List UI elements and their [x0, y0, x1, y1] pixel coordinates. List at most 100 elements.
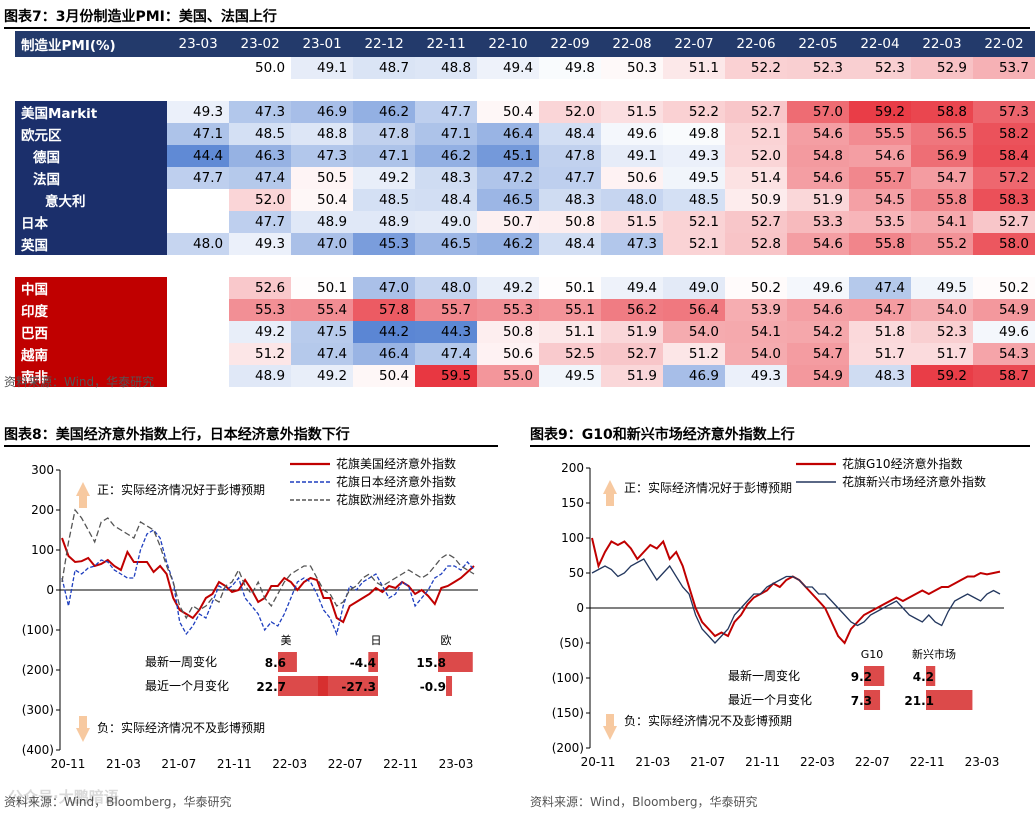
pmi-cell: 52.2 — [663, 101, 725, 123]
legend-label: 花旗日本经济意外指数 — [336, 474, 456, 489]
pmi-cell: 52.3 — [910, 321, 973, 343]
pmi-cell: 48.9 — [229, 365, 292, 387]
pmi-cell: 50.2 — [972, 277, 1035, 299]
pmi-cell: 53.9 — [724, 299, 787, 321]
pmi-cell: 49.3 — [229, 233, 292, 255]
row-label: 越南 — [15, 343, 168, 365]
pmi-cell: 51.4 — [724, 167, 787, 189]
pmi-cell: 57.0 — [786, 101, 849, 123]
change-bar — [368, 652, 378, 672]
change-bar — [278, 652, 297, 672]
change-value: 8.6 — [265, 656, 286, 670]
pmi-cell: 51.7 — [910, 343, 973, 365]
pmi-cell: 55.3 — [229, 299, 292, 321]
title-rule — [4, 27, 1030, 29]
y-tick-label: (400) — [22, 743, 54, 757]
pmi-cell: 54.8 — [786, 145, 849, 167]
pmi-cell: 49.3 — [167, 101, 230, 123]
pmi-cell: 52.1 — [724, 123, 787, 145]
pmi-cell: 56.5 — [910, 123, 973, 145]
series-line-1 — [591, 558, 1001, 644]
up-arrow-icon — [76, 482, 90, 508]
pmi-cell: 47.3 — [291, 145, 354, 167]
series-line-1 — [61, 529, 475, 637]
pmi-cell: 50.1 — [291, 277, 354, 299]
pmi-cell: 50.4 — [477, 101, 540, 123]
pmi-cell: 46.9 — [663, 365, 725, 387]
row-label: 德国 — [15, 145, 168, 167]
row-label: 印度 — [15, 299, 168, 321]
x-tick-label: 20-11 — [51, 757, 86, 771]
note-positive: 正：实际经济情况好于彭博预期 — [97, 482, 265, 497]
pmi-cell: 52.0 — [539, 101, 602, 123]
pmi-cell — [167, 343, 230, 365]
x-tick-label: 22-03 — [800, 755, 835, 769]
pmi-cell: 46.5 — [477, 189, 540, 211]
group-separator — [15, 79, 1035, 101]
pmi-cell: 47.5 — [291, 321, 354, 343]
x-tick-label: 22-07 — [328, 757, 363, 771]
pmi-cell: 48.5 — [353, 189, 416, 211]
pmi-cell: 50.8 — [477, 321, 540, 343]
pmi-cell: 48.7 — [353, 57, 416, 79]
change-head: G10 — [861, 648, 884, 661]
pmi-cell: 51.5 — [601, 211, 663, 233]
pmi-cell: 52.7 — [972, 211, 1035, 233]
header-label: 制造业PMI(%) — [15, 31, 168, 57]
col-header: 22-12 — [353, 31, 416, 57]
pmi-cell: 48.4 — [539, 233, 602, 255]
y-tick-label: 150 — [561, 496, 584, 510]
pmi-cell: 48.3 — [415, 167, 478, 189]
legend-label: 花旗G10经济意外指数 — [842, 456, 963, 471]
change-bar — [446, 676, 453, 696]
pmi-cell: 48.5 — [663, 189, 725, 211]
table-row: 印度 55.3 55.4 57.8 55.7 55.3 55.1 56.2 56.4 53.9 54… — [15, 299, 1035, 321]
pmi-cell: 58.4 — [972, 145, 1035, 167]
table-row: 巴西 49.2 47.5 44.2 44.3 50.8 51.1 51.9 54.0 54.1 54… — [15, 321, 1035, 343]
pmi-cell: 56.2 — [601, 299, 663, 321]
change-value: -4.4 — [350, 656, 376, 670]
pmi-cell: 47.4 — [291, 343, 354, 365]
col-header: 22-02 — [972, 31, 1035, 57]
y-tick-label: 0 — [576, 601, 584, 615]
row-label: 南非 — [15, 365, 168, 387]
pmi-cell: 45.3 — [353, 233, 416, 255]
pmi-cell: 52.5 — [539, 343, 602, 365]
col-header: 23-03 — [167, 31, 230, 57]
chart9-rule — [530, 445, 1030, 447]
change-bar — [278, 676, 328, 696]
chart8-source: 资料来源：Wind，Bloomberg，华泰研究 — [4, 795, 232, 809]
table-row: 全球 50.0 49.1 48.7 48.8 49.4 49.8 50.3 51.1 52.2 52… — [15, 57, 1035, 79]
pmi-cell: 50.6 — [601, 167, 663, 189]
pmi-cell: 46.3 — [229, 145, 292, 167]
pmi-cell: 54.0 — [910, 299, 973, 321]
series-line-0 — [591, 537, 1001, 645]
row-label: 全球 — [15, 57, 168, 79]
x-tick-label: 22-11 — [383, 757, 418, 771]
pmi-cell: 53.5 — [848, 211, 911, 233]
pmi-cell: 49.2 — [291, 365, 354, 387]
pmi-cell: 55.8 — [910, 189, 973, 211]
pmi-cell: 51.5 — [601, 101, 663, 123]
change-head: 新兴市场 — [912, 647, 956, 661]
pmi-cell: 49.2 — [477, 277, 540, 299]
pmi-cell: 47.1 — [167, 123, 230, 145]
table-row: 英国 48.0 49.3 47.0 45.3 46.5 46.2 48.4 47.3 52.1 52… — [15, 233, 1035, 255]
pmi-cell: 54.6 — [786, 299, 849, 321]
pmi-cell: 51.7 — [848, 343, 911, 365]
pmi-cell: 45.1 — [477, 145, 540, 167]
pmi-cell: 57.2 — [972, 167, 1035, 189]
col-header: 22-07 — [663, 31, 725, 57]
legend-label: 花旗欧洲经济意外指数 — [336, 492, 456, 507]
pmi-cell: 50.5 — [291, 167, 354, 189]
change-value: 15.8 — [416, 656, 446, 670]
y-tick-label: (150) — [552, 706, 584, 720]
x-tick-label: 22-03 — [272, 757, 307, 771]
pmi-cell: 49.5 — [663, 167, 725, 189]
pmi-cell: 55.7 — [848, 167, 911, 189]
down-arrow-icon — [603, 714, 617, 740]
row-label: 意大利 — [15, 189, 168, 211]
legend-label: 花旗美国经济意外指数 — [336, 456, 456, 471]
pmi-cell: 55.8 — [848, 233, 911, 255]
pmi-cell: 47.4 — [415, 343, 478, 365]
